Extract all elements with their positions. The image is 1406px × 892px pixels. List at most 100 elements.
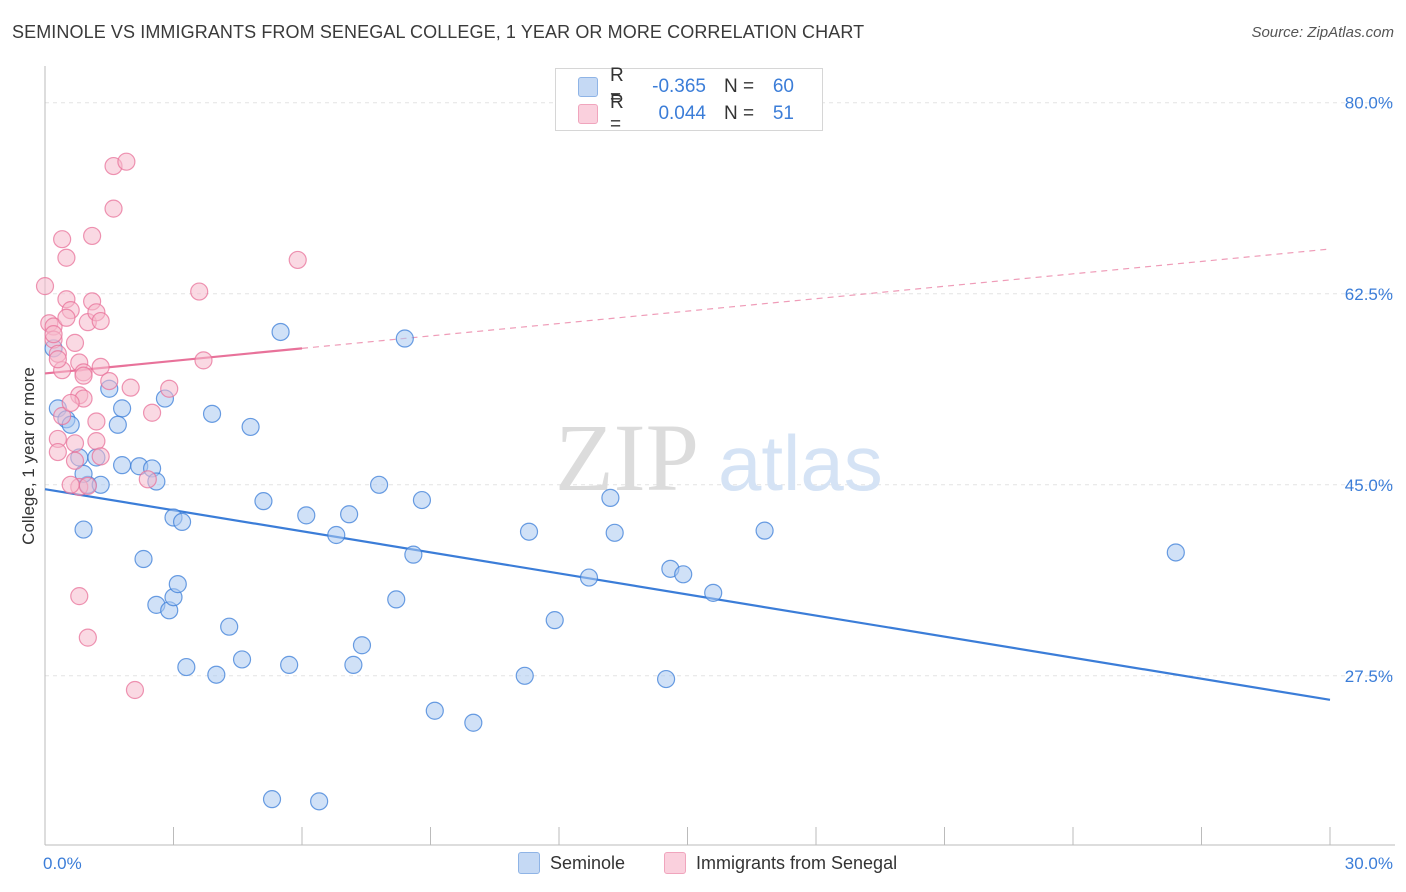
seminole-point [172,512,192,532]
seminole-point [134,549,153,569]
legend-r-label: R = [610,65,624,108]
senegal-point [117,152,136,171]
legend-n-value: 51 [772,103,794,124]
legend-n-label: N = [724,103,755,124]
legend-n-value: 60 [772,76,794,97]
senegal-point [91,447,110,466]
seminole-point [601,488,620,507]
senegal-point [288,250,307,270]
chart-source: Source: ZipAtlas.com [1251,24,1394,41]
seminole-point [177,657,196,677]
seminole-point [220,617,239,636]
seminole-point [412,490,432,510]
seminole-point [515,666,534,685]
seminole-point [112,399,132,418]
seminole-point [656,669,676,689]
senegal-point [48,350,67,369]
senegal-point [74,366,93,385]
seminole-point [207,665,226,684]
watermark-atlas: atlas [718,419,883,507]
seminole-point [297,506,316,525]
senegal-point [53,230,72,249]
seminole-point [605,523,624,542]
senegal-point [142,403,162,422]
senegal-point [78,476,97,495]
seminole-point [395,329,414,348]
seminole-point [271,322,290,342]
senegal-point [65,333,85,352]
y-tick-label: 45.0% [1345,476,1393,495]
x-tick-labels: 0.0% 30.0% [43,854,1393,873]
legend-item-seminole: Seminole [518,852,625,874]
seminole-point [464,713,483,732]
legend-swatch-seminole [518,852,540,874]
legend-n-label: N = [724,76,755,97]
chart-title: SEMINOLE VS IMMIGRANTS FROM SENEGAL COLL… [12,22,865,42]
senegal-point [53,406,72,426]
y-tick-labels: 27.5% 45.0% 62.5% 80.0% [1345,94,1393,686]
seminole-point [310,792,329,811]
senegal-point [83,226,102,246]
senegal-point [70,587,89,606]
senegal-point [78,628,97,647]
correlation-legend: R = -0.365 N = 60 R = 0.044 N = 51 [555,65,823,135]
senegal-point [160,379,179,398]
seminole-point [704,583,723,602]
legend-swatch-blue [578,77,598,97]
senegal-point [44,325,63,344]
x-tick-label: 30.0% [1345,854,1393,873]
senegal-point [61,475,80,494]
senegal-point [125,680,145,700]
y-axis-label: College, 1 year or more [19,367,38,545]
seminole-point [112,456,132,475]
senegal-point [91,311,110,331]
senegal-point [61,393,80,413]
seminole-point [344,655,363,674]
seminole-point [352,636,372,655]
seminole-point [232,650,252,669]
seminole-point [387,590,406,609]
senegal-point [194,351,213,370]
y-tick-label: 62.5% [1345,285,1393,304]
legend-row-seminole: R = -0.365 N = 60 [578,65,794,108]
seminole-point [370,475,389,494]
watermark-zip: ZIP [555,404,699,511]
senegal-point [87,432,106,451]
seminole-point [108,415,127,434]
data-points [35,152,1185,811]
senegal-point [121,378,140,397]
seminole-point [519,522,539,541]
seminole-point [1166,543,1185,562]
seminole-point [579,568,599,587]
senegal-point [65,451,85,470]
x-tick-label: 0.0% [43,854,82,873]
seminole-point [202,404,222,423]
senegal-point [91,357,110,377]
y-tick-label: 27.5% [1345,667,1393,686]
senegal-point [57,308,76,327]
watermark: ZIP atlas [555,404,883,511]
senegal-trend-extension [301,248,1331,349]
legend-row-senegal: R = 0.044 N = 51 [578,92,794,135]
legend-label-senegal: Immigrants from Senegal [696,852,898,873]
legend-r-value: 0.044 [658,103,706,124]
legend-r-value: -0.365 [652,76,706,97]
seminole-point [340,505,359,524]
seminole-point [241,417,260,437]
senegal-point [190,282,209,301]
senegal-point [48,442,67,462]
y-tick-label: 80.0% [1345,94,1393,113]
senegal-point [100,371,119,391]
legend-r-label: R = [610,92,624,135]
senegal-point [138,470,157,489]
senegal-point [57,248,76,267]
senegal-point [87,412,106,431]
seminole-trend-line [44,488,1331,701]
seminole-point [545,611,564,630]
legend-item-senegal: Immigrants from Senegal [664,852,897,874]
legend-label-seminole: Seminole [550,852,626,873]
seminole-point [327,525,346,545]
seminole-point [755,521,774,540]
seminole-point [674,565,693,584]
